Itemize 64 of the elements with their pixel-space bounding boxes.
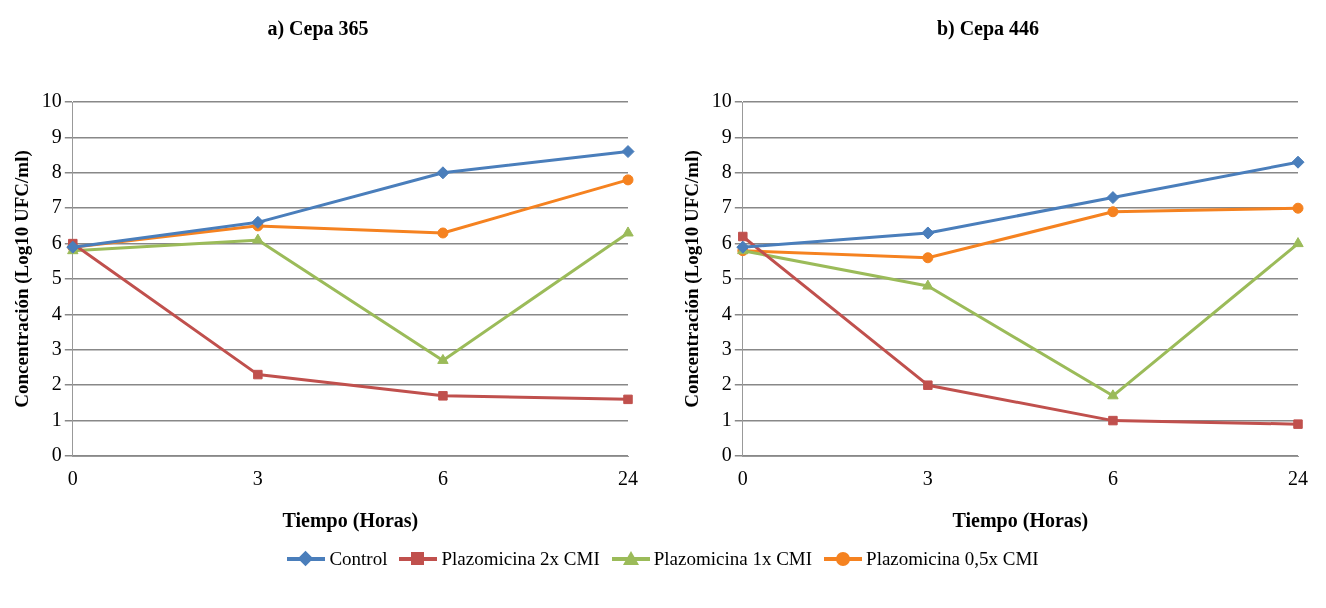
y-tick-label: 5 <box>51 266 62 289</box>
x-tick-label: 3 <box>922 467 933 490</box>
point <box>252 233 264 244</box>
point <box>253 369 263 380</box>
legend-label: Plazomicina 2x CMI <box>441 548 600 570</box>
y-tick-label: 6 <box>51 230 62 253</box>
y-tick-label: 5 <box>721 266 732 289</box>
y-tick-label: 1 <box>721 407 732 430</box>
x-axis-title: Tiempo (Horas) <box>282 509 419 533</box>
y-tick-label: 3 <box>721 337 732 360</box>
chart-title: b) Cepa 446 <box>936 17 1040 41</box>
y-tick-label: 8 <box>51 160 62 183</box>
y-tick-label: 2 <box>721 372 732 395</box>
y-tick-label: 10 <box>41 89 62 112</box>
point <box>921 226 935 240</box>
y-tick-label: 7 <box>51 195 62 218</box>
y-tick-label: 2 <box>51 372 62 395</box>
point <box>1291 155 1305 169</box>
point <box>1107 206 1119 218</box>
point <box>621 145 635 159</box>
chart-title: a) Cepa 365 <box>267 17 369 41</box>
legend-label: Control <box>329 548 388 570</box>
y-tick-label: 7 <box>721 195 732 218</box>
point <box>1292 237 1304 248</box>
y-tick-label: 4 <box>51 301 62 324</box>
point <box>738 231 748 242</box>
x-tick-label: 3 <box>252 467 263 490</box>
y-tick-label: 1 <box>51 407 62 430</box>
point <box>1108 415 1118 426</box>
y-tick-label: 0 <box>51 443 62 466</box>
legend-label: Plazomicina 0,5x CMI <box>866 548 1039 570</box>
y-axis-title: Concentración (Log10 UFC/ml) <box>681 150 704 408</box>
point <box>922 252 934 264</box>
point <box>436 166 450 180</box>
point <box>437 227 449 239</box>
point <box>622 174 634 186</box>
y-tick-label: 8 <box>721 160 732 183</box>
point <box>623 394 633 405</box>
point <box>437 353 449 364</box>
x-tick-label: 0 <box>67 467 78 490</box>
legend-label: Plazomicina 1x CMI <box>653 548 813 570</box>
x-tick-label: 6 <box>437 467 448 490</box>
point <box>1292 202 1304 214</box>
x-tick-label: 6 <box>1107 467 1118 490</box>
point <box>622 226 634 237</box>
y-tick-label: 9 <box>51 124 62 147</box>
y-axis-title: Concentración (Log10 UFC/ml) <box>11 150 34 408</box>
point <box>251 215 265 229</box>
y-tick-label: 9 <box>721 124 732 147</box>
y-tick-label: 6 <box>721 230 732 253</box>
point <box>923 380 933 390</box>
x-tick-label: 24 <box>1288 467 1308 490</box>
x-tick-label: 24 <box>618 467 638 490</box>
x-tick-label: 0 <box>737 467 748 490</box>
x-axis-title: Tiempo (Horas) <box>952 509 1089 533</box>
point <box>1293 419 1303 429</box>
point <box>1107 389 1119 400</box>
point <box>1106 191 1120 205</box>
y-tick-label: 0 <box>721 443 732 466</box>
point <box>922 279 934 290</box>
y-tick-label: 10 <box>711 89 732 112</box>
y-tick-label: 3 <box>51 337 62 360</box>
point <box>438 391 448 401</box>
y-tick-label: 4 <box>721 301 732 324</box>
